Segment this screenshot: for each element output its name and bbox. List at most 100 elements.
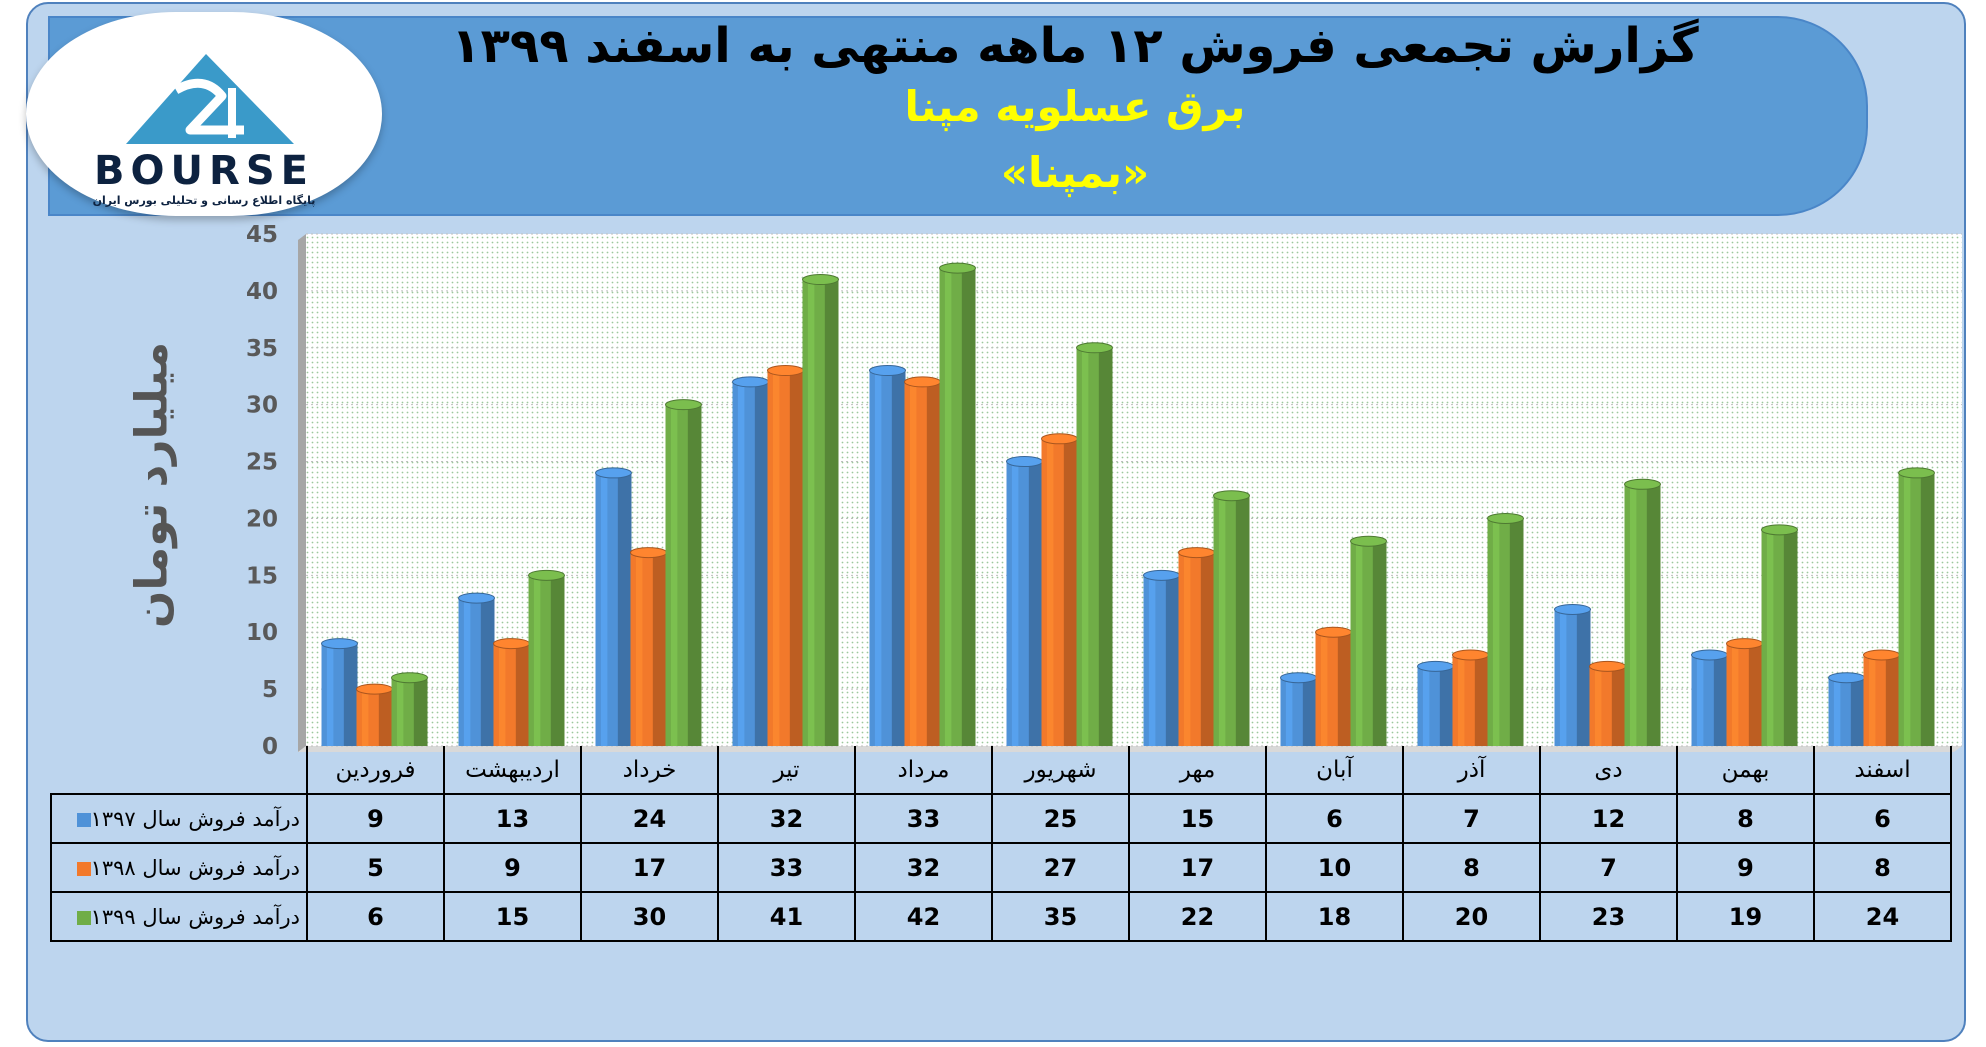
data-label: 9 bbox=[306, 793, 445, 844]
bourse-logo-graphic: BOURSE پایگاه اطلاع رسانی و تحلیلی بورس … bbox=[93, 54, 316, 207]
data-label: 42 bbox=[854, 891, 993, 942]
x-tick-label: اسفند bbox=[1813, 746, 1952, 795]
data-label: 6 bbox=[306, 891, 445, 942]
data-label: 17 bbox=[580, 842, 719, 893]
x-tick-label: خرداد bbox=[580, 746, 719, 795]
y-tick-label: 5 bbox=[262, 677, 278, 703]
x-tick-label: دی bbox=[1539, 746, 1678, 795]
data-label: 33 bbox=[854, 793, 993, 844]
data-label: 8 bbox=[1402, 842, 1541, 893]
bar-1-10 bbox=[1554, 603, 1591, 746]
y-tick-label: 0 bbox=[262, 734, 278, 760]
data-label: 19 bbox=[1676, 891, 1815, 942]
data-label: 17 bbox=[1128, 842, 1267, 893]
y-tick-label: 20 bbox=[246, 506, 278, 532]
bar-3-2 bbox=[528, 569, 565, 746]
data-label: 20 bbox=[1402, 891, 1541, 942]
bar-3-3 bbox=[665, 399, 702, 746]
y-tick-label: 35 bbox=[246, 336, 278, 362]
data-label: 9 bbox=[1676, 842, 1815, 893]
x-tick-label: بهمن bbox=[1676, 746, 1815, 795]
table-row: درآمد فروش سال ۱۳۹۷ 9 13 24 32 33 25 15 6 7 12 8 6 bbox=[50, 793, 1952, 844]
bar-2-4 bbox=[767, 365, 804, 746]
data-label: 41 bbox=[717, 891, 856, 942]
data-label: 13 bbox=[443, 793, 582, 844]
data-label: 6 bbox=[1265, 793, 1404, 844]
bar-1-2 bbox=[458, 592, 495, 746]
bar-2-3 bbox=[630, 547, 667, 746]
bar-3-8 bbox=[1350, 535, 1387, 746]
legend-swatch bbox=[76, 861, 91, 876]
plot-side-wall bbox=[298, 234, 306, 752]
x-tick-label: اردیبهشت bbox=[443, 746, 582, 795]
bar-1-8 bbox=[1280, 672, 1317, 746]
x-tick-label: آبان bbox=[1265, 746, 1404, 795]
data-label: 9 bbox=[443, 842, 582, 893]
bourse-logo: BOURSE پایگاه اطلاع رسانی و تحلیلی بورس … bbox=[26, 12, 382, 216]
logo-wordmark: BOURSE bbox=[94, 148, 314, 194]
y-tick-label: 10 bbox=[246, 620, 278, 646]
legend-entry: درآمد فروش سال ۱۳۹۸ bbox=[50, 842, 308, 893]
bar-1-11 bbox=[1691, 649, 1728, 746]
data-label: 27 bbox=[991, 842, 1130, 893]
bar-3-1 bbox=[391, 672, 428, 746]
x-tick-label: مهر bbox=[1128, 746, 1267, 795]
table-row: درآمد فروش سال ۱۳۹۸ 5 9 17 33 32 27 17 10 8 7 9 8 bbox=[50, 842, 1952, 893]
bar-1-5 bbox=[869, 365, 906, 746]
bar-3-10 bbox=[1624, 478, 1661, 746]
bar-1-3 bbox=[595, 467, 632, 746]
legend-entry: درآمد فروش سال ۱۳۹۹ bbox=[50, 891, 308, 942]
bar-1-7 bbox=[1143, 569, 1180, 746]
data-label: 8 bbox=[1813, 842, 1952, 893]
bar-3-9 bbox=[1487, 512, 1524, 746]
data-label: 8 bbox=[1676, 793, 1815, 844]
legend-swatch bbox=[76, 910, 91, 925]
data-label: 5 bbox=[306, 842, 445, 893]
bar-3-11 bbox=[1761, 524, 1798, 746]
logo-tagline: پایگاه اطلاع رسانی و تحلیلی بورس ایران bbox=[93, 194, 316, 207]
bar-1-4 bbox=[732, 376, 769, 746]
y-tick-label: 25 bbox=[246, 450, 278, 476]
x-tick-label: تیر bbox=[717, 746, 856, 795]
bar-3-6 bbox=[1076, 342, 1113, 746]
table-corner bbox=[51, 746, 307, 794]
bar-2-5 bbox=[904, 376, 941, 746]
data-label: 7 bbox=[1539, 842, 1678, 893]
y-tick-label: 45 bbox=[246, 222, 278, 248]
x-tick-label: شهریور bbox=[991, 746, 1130, 795]
bar-2-2 bbox=[493, 638, 530, 746]
data-label: 18 bbox=[1265, 891, 1404, 942]
data-label: 22 bbox=[1128, 891, 1267, 942]
bar-2-8 bbox=[1315, 626, 1352, 746]
bar-2-11 bbox=[1726, 638, 1763, 746]
data-label: 25 bbox=[991, 793, 1130, 844]
legend-label: درآمد فروش سال ۱۳۹۷ bbox=[90, 806, 300, 831]
bar-3-4 bbox=[802, 274, 839, 746]
plot-area bbox=[306, 234, 1962, 746]
bar-1-1 bbox=[321, 638, 358, 746]
data-label: 15 bbox=[443, 891, 582, 942]
legend-entry: درآمد فروش سال ۱۳۹۷ bbox=[50, 793, 308, 844]
bar-1-12 bbox=[1828, 672, 1865, 746]
ticker-symbol: «بمپنا» bbox=[1000, 148, 1150, 197]
legend-swatch bbox=[76, 812, 91, 827]
legend-label: درآمد فروش سال ۱۳۹۹ bbox=[90, 904, 300, 929]
x-tick-label: آذر bbox=[1402, 746, 1541, 795]
y-tick-label: 40 bbox=[246, 279, 278, 305]
bar-2-9 bbox=[1452, 649, 1489, 746]
bar-1-9 bbox=[1417, 660, 1454, 746]
bar-3-5 bbox=[939, 262, 976, 746]
company-name: برق عسلویه مپنا bbox=[904, 82, 1246, 131]
y-tick-label: 15 bbox=[246, 563, 278, 589]
bar-3-12 bbox=[1898, 467, 1935, 746]
x-tick-label: فروردین bbox=[306, 746, 445, 795]
data-label: 32 bbox=[717, 793, 856, 844]
data-label: 30 bbox=[580, 891, 719, 942]
y-tick-label: 30 bbox=[246, 393, 278, 419]
table-row: درآمد فروش سال ۱۳۹۹ 6 15 30 41 42 35 22 18 20 23 19… bbox=[50, 891, 1952, 942]
data-label: 7 bbox=[1402, 793, 1541, 844]
bar-2-10 bbox=[1589, 660, 1626, 746]
data-label: 15 bbox=[1128, 793, 1267, 844]
bar-2-1 bbox=[356, 683, 393, 746]
